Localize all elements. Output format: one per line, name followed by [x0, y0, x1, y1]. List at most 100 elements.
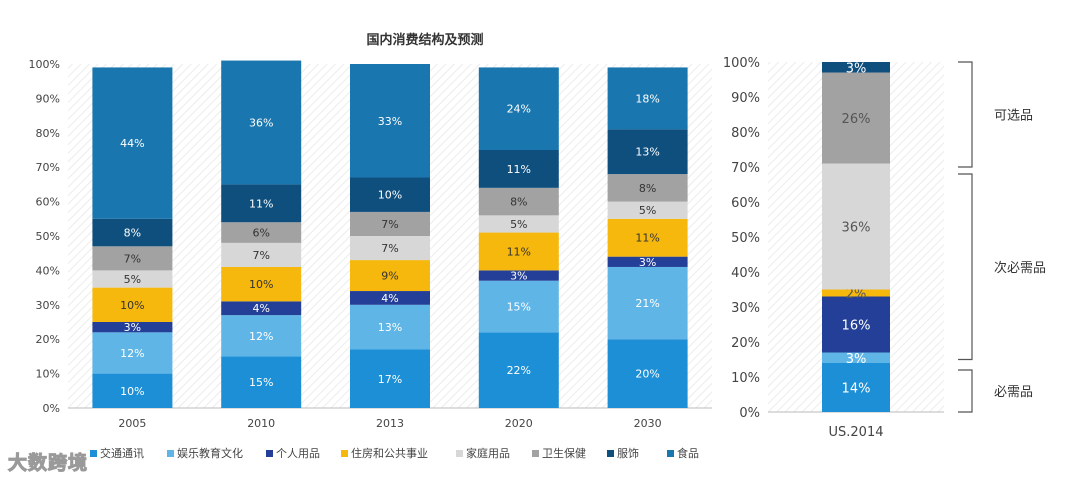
bar-segment — [607, 129, 688, 175]
bar-segment — [478, 332, 559, 408]
y-tick-label: 80% — [36, 127, 60, 140]
chart-title: 国内消费结构及预测 — [366, 32, 483, 48]
bar-segment — [221, 315, 302, 357]
bar-segment — [92, 322, 173, 333]
bar-segment — [92, 332, 173, 374]
data-label: 11% — [635, 232, 659, 245]
bar-segment — [350, 260, 430, 292]
data-label: 44% — [120, 137, 144, 150]
bar-segment — [350, 64, 430, 178]
data-label: 14% — [842, 382, 871, 397]
data-label: 10% — [120, 385, 144, 398]
legend-swatch — [607, 450, 614, 457]
legend-label: 家庭用品 — [466, 446, 510, 460]
bar-segment — [478, 280, 559, 333]
legend-label: 交通通讯 — [100, 446, 144, 460]
bar-segment — [478, 232, 559, 271]
bar-segment — [822, 296, 890, 353]
bar-segment — [92, 218, 173, 247]
data-label: 3% — [639, 256, 656, 269]
y-tick-label: 40% — [731, 266, 760, 281]
data-label: 33% — [378, 115, 402, 128]
data-label: 12% — [120, 347, 144, 360]
legend: 交通通讯 娱乐教育文化 个人用品 住房和公共事业 家庭用品 卫生保健 服饰 食品 — [90, 446, 699, 460]
bar-segment — [607, 174, 688, 202]
data-label: 11% — [507, 163, 531, 176]
legend-swatch — [341, 450, 348, 457]
x-tick-label: US.2014 — [829, 425, 884, 440]
data-label: 4% — [252, 302, 269, 315]
y-tick-label: 80% — [731, 126, 760, 141]
y-tick-label: 90% — [731, 91, 760, 106]
bar-segment — [92, 246, 173, 271]
bar-segment — [350, 349, 430, 408]
bar-segment — [822, 163, 890, 290]
y-tick-label: 20% — [36, 333, 60, 346]
bar-segment — [221, 60, 302, 185]
y-tick-label: 60% — [731, 196, 760, 211]
data-label: 10% — [249, 278, 273, 291]
y-tick-label: 30% — [36, 299, 60, 312]
bar-segment — [607, 67, 688, 130]
bar-segment — [478, 150, 559, 188]
bar-segment — [822, 62, 890, 73]
data-label: 26% — [842, 112, 871, 127]
legend-swatch — [266, 450, 273, 457]
bar-segment — [350, 291, 430, 305]
legend-label: 住房和公共事业 — [351, 446, 428, 460]
bar-segment — [607, 266, 688, 340]
bar-segment — [478, 67, 559, 150]
y-tick-label: 100% — [723, 56, 760, 71]
legend-swatch — [90, 450, 97, 457]
data-label: 15% — [507, 301, 531, 314]
y-tick-label: 70% — [731, 161, 760, 176]
bar-segment — [822, 352, 890, 363]
bar-segment — [92, 287, 173, 322]
data-label: 36% — [249, 116, 273, 129]
data-label: 24% — [507, 103, 531, 116]
data-label: 8% — [124, 227, 141, 240]
data-label: 7% — [381, 218, 398, 231]
legend-swatch — [456, 450, 463, 457]
bar-segment — [607, 218, 688, 257]
data-label: 2% — [846, 287, 867, 302]
legend-label: 食品 — [677, 446, 699, 460]
data-label: 5% — [639, 204, 656, 217]
bar-segment — [350, 177, 430, 212]
data-label: 13% — [378, 321, 402, 334]
bar-segment — [607, 339, 688, 408]
y-tick-label: 10% — [36, 368, 60, 381]
x-tick-label: 2020 — [505, 417, 533, 430]
y-tick-label: 50% — [731, 231, 760, 246]
x-tick-label: 2013 — [376, 417, 404, 430]
data-label: 13% — [635, 146, 659, 159]
data-label: 15% — [249, 376, 273, 389]
data-label: 36% — [842, 221, 871, 236]
data-label: 7% — [124, 252, 141, 265]
bar-segment — [221, 242, 302, 267]
data-label: 12% — [249, 330, 273, 343]
bar-segment — [221, 356, 302, 408]
data-label: 3% — [510, 270, 527, 283]
data-label: 8% — [639, 182, 656, 195]
bar-segment — [822, 289, 890, 297]
x-tick-label: 2005 — [118, 417, 146, 430]
bar-segment — [350, 211, 430, 236]
bar-segment — [350, 304, 430, 350]
bar-segment — [221, 301, 302, 316]
data-label: 22% — [507, 364, 531, 377]
legend-label: 卫生保健 — [542, 446, 586, 460]
group-bracket — [958, 369, 973, 413]
y-tick-label: 40% — [36, 264, 60, 277]
bar-segment — [92, 373, 173, 408]
data-label: 16% — [842, 319, 871, 334]
y-tick-label: 90% — [36, 92, 60, 105]
bar-segment — [478, 270, 559, 281]
us-2014-chart: 0% 10% 20% 30% 40% 50% 60% 70% 80% 90% 100% 14% 3% 16… — [723, 56, 1046, 440]
y-tick-label: 60% — [36, 196, 60, 209]
legend-label: 娱乐教育文化 — [177, 446, 243, 460]
bar-segment — [822, 363, 890, 412]
group-label: 必需品 — [994, 385, 1033, 400]
bar-segment — [221, 222, 302, 243]
